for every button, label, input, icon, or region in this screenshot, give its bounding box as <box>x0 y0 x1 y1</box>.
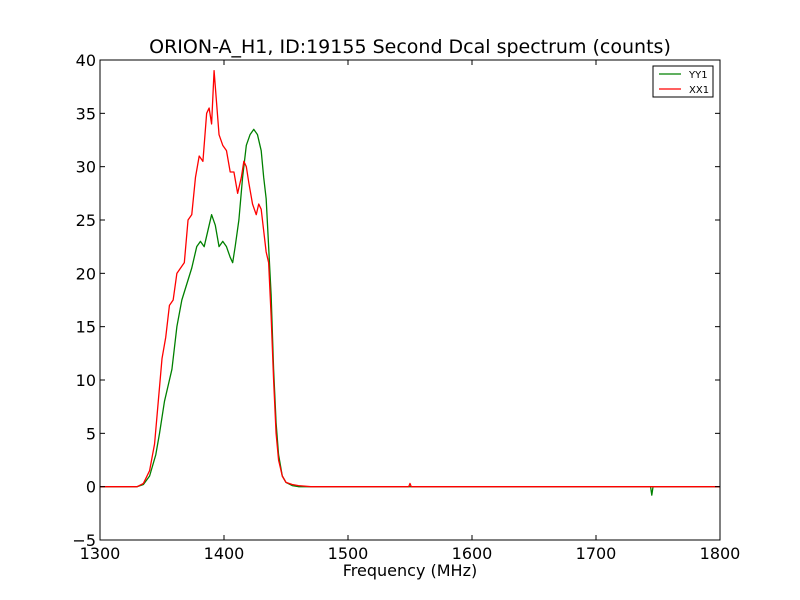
y-tick-label: 30 <box>76 158 96 177</box>
x-tick-label: 1300 <box>80 544 121 563</box>
x-tick-label: 1400 <box>204 544 245 563</box>
y-tick-label: 5 <box>86 424 96 443</box>
y-tick-label: 10 <box>76 371 96 390</box>
legend-label-xx1: XX1 <box>689 85 709 96</box>
plot-area <box>100 60 720 540</box>
chart-title: ORION-A_H1, ID:19155 Second Dcal spectru… <box>149 36 671 58</box>
y-tick-label: 35 <box>76 104 96 123</box>
y-tick-label: −5 <box>72 531 96 550</box>
series-layer <box>100 70 720 496</box>
plot-frame <box>99 59 721 541</box>
y-tick-label: 40 <box>76 51 96 70</box>
legend-box <box>652 65 714 98</box>
legend-label-yy1: YY1 <box>688 70 708 81</box>
y-tick-label: 15 <box>76 318 96 337</box>
series-line-xx1 <box>100 70 720 488</box>
x-axis-label: Frequency (MHz) <box>343 561 477 580</box>
y-tick-label: 0 <box>86 478 96 497</box>
x-tick-label: 1700 <box>576 544 617 563</box>
x-tick-label: 1600 <box>452 544 493 563</box>
x-axis-ticks: 1300 1400 1500 1600 1700 1800 <box>80 60 741 563</box>
x-tick-label: 1800 <box>700 544 741 563</box>
y-tick-label: 20 <box>76 264 96 283</box>
y-axis-ticks: −5 0 5 10 15 20 25 30 35 40 <box>72 51 720 550</box>
x-tick-label: 1500 <box>328 544 369 563</box>
y-tick-label: 25 <box>76 211 96 230</box>
